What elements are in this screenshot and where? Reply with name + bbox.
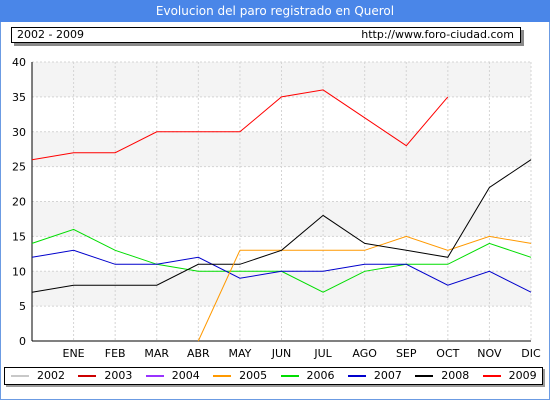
legend-swatch <box>415 375 434 377</box>
x-tick-label: DIC <box>521 347 541 360</box>
legend-swatch <box>482 375 501 377</box>
subheader-bar: 2002 - 2009 http://www.foro-ciudad.com <box>11 27 521 43</box>
series-line-2008 <box>31 159 532 293</box>
y-tick-label: 15 <box>12 230 26 243</box>
chart-legend: 2002 2003 2004 2005 2006 2007 2008 2009 <box>4 367 543 385</box>
plot-band <box>32 131 531 167</box>
legend-label: 2003 <box>104 369 133 382</box>
x-tick-label: OCT <box>436 347 459 360</box>
x-tick-label: JUL <box>313 347 332 360</box>
x-tick-label: AGO <box>352 347 377 360</box>
y-tick-label: 40 <box>12 56 26 69</box>
y-tick-label: 25 <box>12 161 26 174</box>
y-tick-label: 0 <box>19 335 26 348</box>
y-tick-label: 20 <box>12 196 26 209</box>
legend-swatch <box>280 375 299 377</box>
y-tick-label: 5 <box>19 300 26 313</box>
legend-label: 2006 <box>306 369 335 382</box>
plot-band <box>32 271 531 307</box>
x-tick-label: MAY <box>228 347 251 360</box>
legend-swatch <box>11 375 29 377</box>
legend-swatch <box>78 375 97 377</box>
series-line-2005-start <box>197 250 241 342</box>
legend-label: 2008 <box>441 369 470 382</box>
legend-label: 2005 <box>239 369 268 382</box>
legend-label: 2009 <box>508 369 537 382</box>
legend-label: 2007 <box>373 369 402 382</box>
legend-swatch <box>347 375 366 377</box>
x-tick-label: NOV <box>477 347 502 360</box>
y-tick-label: 10 <box>12 265 26 278</box>
legend-swatch <box>213 375 232 377</box>
x-tick-label: SEP <box>396 347 417 360</box>
legend-label: 2002 <box>37 369 65 382</box>
x-tick-label: FEB <box>105 347 126 360</box>
y-tick-label: 35 <box>12 91 26 104</box>
x-tick-label: ENE <box>63 347 85 360</box>
y-tick-label: 30 <box>12 126 26 139</box>
series-line-2005 <box>239 235 532 251</box>
series-line-2007 <box>31 249 532 293</box>
legend-swatch <box>145 375 164 377</box>
series-line-2009 <box>31 89 449 161</box>
period-label: 2002 - 2009 <box>17 28 84 41</box>
source-url: http://www.foro-ciudad.com <box>361 28 514 41</box>
chart-title: Evolucion del paro registrado en Querol <box>0 0 550 22</box>
x-tick-label: MAR <box>144 347 169 360</box>
legend-label: 2004 <box>171 369 200 382</box>
x-tick-label: ABR <box>187 347 210 360</box>
x-tick-label: JUN <box>271 347 292 360</box>
